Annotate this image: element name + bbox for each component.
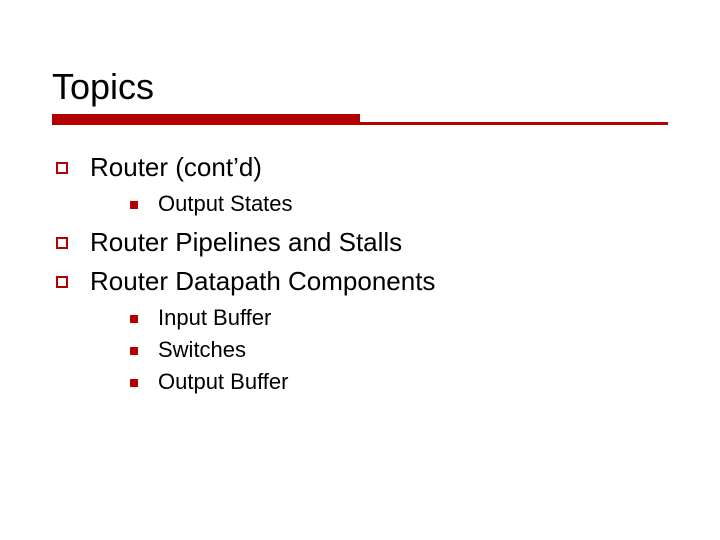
title-underline: [52, 114, 668, 130]
hollow-square-icon: [56, 237, 68, 249]
solid-square-icon: [130, 315, 138, 323]
hollow-square-icon: [56, 162, 68, 174]
list-item: Output Buffer: [130, 369, 668, 395]
slide: Topics Router (cont’d) Output States Rou…: [0, 0, 720, 540]
list-item-label: Router (cont’d): [90, 152, 262, 183]
list-item: Router (cont’d): [56, 152, 668, 183]
list-item-label: Output States: [158, 191, 293, 217]
slide-title: Topics: [52, 66, 668, 108]
solid-square-icon: [130, 347, 138, 355]
list-item: Output States: [130, 191, 668, 217]
list-item-label: Router Datapath Components: [90, 266, 435, 297]
outline-list: Router Pipelines and Stalls Router Datap…: [56, 227, 668, 297]
list-item: Input Buffer: [130, 305, 668, 331]
solid-square-icon: [130, 201, 138, 209]
outline-list: Router (cont’d): [56, 152, 668, 183]
list-item-label: Input Buffer: [158, 305, 271, 331]
list-item: Router Datapath Components: [56, 266, 668, 297]
hollow-square-icon: [56, 276, 68, 288]
list-item-label: Switches: [158, 337, 246, 363]
solid-square-icon: [130, 379, 138, 387]
list-item-label: Output Buffer: [158, 369, 288, 395]
outline-sublist: Input Buffer Switches Output Buffer: [130, 305, 668, 395]
list-item-label: Router Pipelines and Stalls: [90, 227, 402, 258]
outline-sublist: Output States: [130, 191, 668, 217]
list-item: Switches: [130, 337, 668, 363]
list-item: Router Pipelines and Stalls: [56, 227, 668, 258]
